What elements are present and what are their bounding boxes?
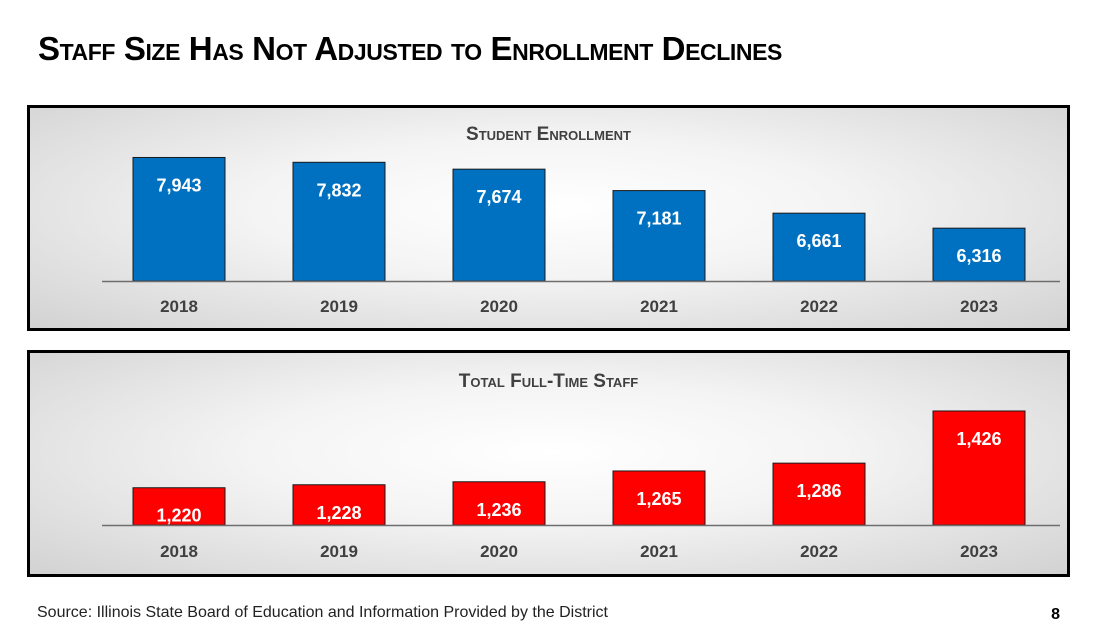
enrollment-bar-2019 [292,161,386,282]
enrollment-data-label-2021: 7,181 [636,209,681,229]
enrollment-tick-label-2020: 2020 [480,297,518,316]
enrollment-tick-label-2019: 2019 [320,297,358,316]
staff-chart: Total Full-Time Staff 1,220 2018 1,228 2019 1… [102,371,1060,561]
staff-data-label-2019: 1,228 [316,503,361,523]
staff-bar-2020 [452,481,546,526]
staff-chart-title: Total Full-Time Staff [459,371,638,392]
enrollment-tick-label-2021: 2021 [640,297,678,316]
staff-tick-label-2020: 2020 [480,542,518,561]
staff-bar-2019 [292,484,386,526]
staff-bar-2021 [612,470,706,526]
staff-bar-2018 [132,487,226,526]
enrollment-chart-panel: Student Enrollment 7,943 2018 7,832 2019 7,67… [27,105,1070,331]
enrollment-bar-2022 [772,212,866,282]
staff-tick-label-2021: 2021 [640,542,678,561]
staff-data-label-2018: 1,220 [156,506,201,526]
enrollment-data-label-2023: 6,316 [956,246,1001,266]
enrollment-bar-2020 [452,168,546,282]
staff-data-label-2022: 1,286 [796,481,841,501]
page-number: 8 [1051,606,1060,623]
slide-title: Staff Size Has Not Adjusted to Enrollmen… [38,30,782,67]
staff-bar-2023 [932,410,1026,526]
staff-data-label-2020: 1,236 [476,500,521,520]
enrollment-chart-title: Student Enrollment [466,124,631,145]
staff-tick-label-2023: 2023 [960,542,998,561]
enrollment-bar-2023 [932,227,1026,282]
staff-chart-panel: Total Full-Time Staff 1,220 2018 1,228 2019 1… [27,350,1070,577]
enrollment-bar-2021 [612,190,706,282]
enrollment-tick-label-2023: 2023 [960,297,998,316]
enrollment-data-label-2022: 6,661 [796,231,841,251]
staff-data-label-2023: 1,426 [956,429,1001,449]
staff-tick-label-2018: 2018 [160,542,198,561]
enrollment-data-label-2019: 7,832 [316,180,361,200]
enrollment-bar-2018 [132,156,226,282]
enrollment-data-label-2020: 7,674 [476,187,521,207]
staff-data-label-2021: 1,265 [636,489,681,509]
enrollment-data-label-2018: 7,943 [156,175,201,195]
staff-bar-2022 [772,462,866,526]
enrollment-chart: Student Enrollment 7,943 2018 7,832 2019 7,67… [102,124,1060,316]
source-note: Source: Illinois State Board of Educatio… [37,604,608,621]
staff-tick-label-2019: 2019 [320,542,358,561]
enrollment-tick-label-2022: 2022 [800,297,838,316]
staff-tick-label-2022: 2022 [800,542,838,561]
enrollment-tick-label-2018: 2018 [160,297,198,316]
